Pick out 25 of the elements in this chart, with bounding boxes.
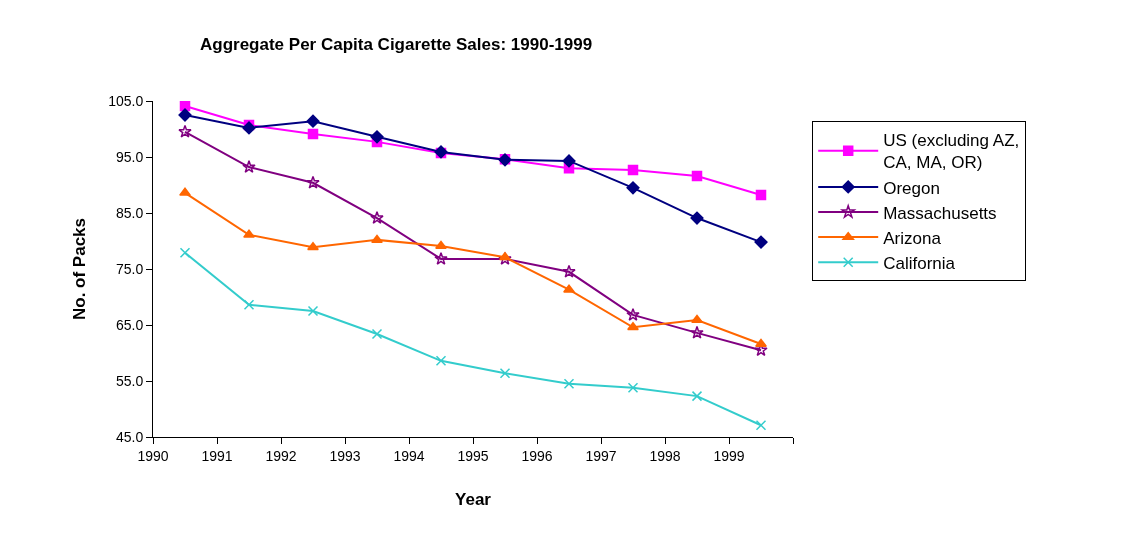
x-axis-title: Year <box>455 490 492 510</box>
x-tick-label: 1995 <box>457 447 489 464</box>
x-tick-label: 1993 <box>329 447 361 464</box>
y-tick-label: 105.0 <box>108 92 144 109</box>
x-tick-label: 1997 <box>585 447 617 464</box>
x-tick-label: 1994 <box>393 447 425 464</box>
y-axis-title: No. of Packs <box>69 217 89 321</box>
x-tick-label: 1991 <box>201 447 233 464</box>
y-tick-label: 85.0 <box>115 204 144 221</box>
y-tick-label: 95.0 <box>115 148 144 165</box>
legend-label: Massachusetts <box>883 203 997 223</box>
legend-label: California <box>883 253 956 273</box>
y-tick-label: 45.0 <box>115 428 144 445</box>
legend-label: US (excluding AZ, CA, MA, OR) <box>883 131 1020 173</box>
legend-label: Oregon <box>883 178 940 198</box>
x-tick-label: 1999 <box>713 447 745 464</box>
y-tick-label: 55.0 <box>115 372 144 389</box>
x-tick-label: 1992 <box>265 447 297 464</box>
legend-label: Arizona <box>883 228 942 248</box>
chart-title: Aggregate Per Capita Cigarette Sales: 1990-1999 <box>200 34 593 54</box>
y-tick-label: 65.0 <box>115 316 144 333</box>
x-tick-label: 1998 <box>649 447 681 464</box>
x-tick-label: 1996 <box>521 447 553 464</box>
y-tick-label: 75.0 <box>115 260 144 277</box>
x-tick-label: 1990 <box>137 447 169 464</box>
